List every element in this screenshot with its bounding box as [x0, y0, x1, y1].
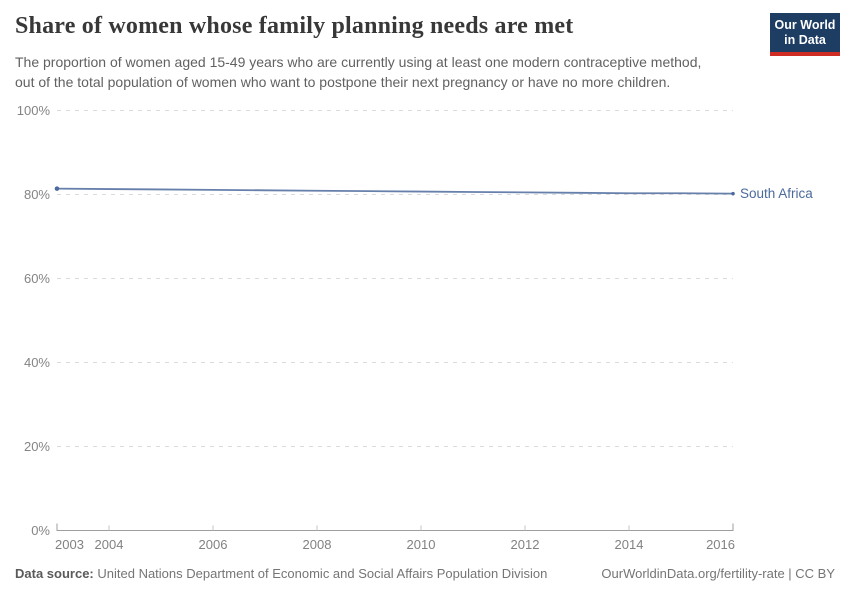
series-line-south-africa[interactable] [56, 187, 734, 195]
chart-footer: Data source: United Nations Department o… [15, 566, 835, 581]
owid-logo-line-1: Our World [774, 18, 836, 32]
chart-subtitle-line-2: out of the total population of women who… [15, 73, 671, 90]
series-label-south-africa[interactable]: South Africa [740, 186, 813, 201]
x-axis-tick-label: 2010 [407, 537, 436, 552]
chart-title: Share of women whose family planning nee… [15, 13, 574, 39]
series-end-marker [731, 191, 735, 196]
footer-citation-link[interactable]: OurWorldinData.org/fertility-rate | CC B… [601, 566, 835, 581]
x-axis-tick-label: 2006 [199, 537, 228, 552]
gridlines [57, 110, 733, 447]
x-axis-tick-label: 2014 [615, 537, 644, 552]
x-axis-tick-label: 2016 [706, 537, 735, 552]
x-axis [56, 523, 734, 531]
owid-logo-line-2: in Data [784, 33, 826, 47]
y-axis-tick-label: 60% [24, 271, 50, 286]
y-axis-tick-label: 20% [24, 439, 50, 454]
y-axis-tick-label: 100% [17, 103, 51, 118]
x-axis-tick-label: 2012 [511, 537, 540, 552]
series-group: South Africa [54, 186, 813, 201]
data-source-note: Data source: United Nations Department o… [15, 566, 547, 581]
y-axis-tick-label: 0% [31, 523, 50, 538]
chart-subtitle-line-1: The proportion of women aged 15-49 years… [15, 54, 702, 70]
y-axis-tick-label: 40% [24, 355, 50, 370]
data-source-label: Data source: [15, 566, 94, 581]
x-axis-tick-label: 2003 [55, 537, 84, 552]
y-axis-tick-label: 80% [24, 187, 50, 202]
y-axis-labels: 0% 20% 40% 60% 80% 100% [17, 103, 51, 538]
x-axis-tick-label: 2004 [95, 537, 124, 552]
series-start-marker [54, 186, 60, 191]
owid-logo[interactable]: Our World in Data [770, 13, 840, 56]
x-axis-labels: 2003 2004 2006 2008 2010 2012 2014 2016 [55, 537, 735, 552]
data-source-text: United Nations Department of Economic an… [97, 566, 548, 581]
x-axis-tick-label: 2008 [303, 537, 332, 552]
chart-subtitle: The proportion of women aged 15-49 years… [15, 53, 765, 92]
